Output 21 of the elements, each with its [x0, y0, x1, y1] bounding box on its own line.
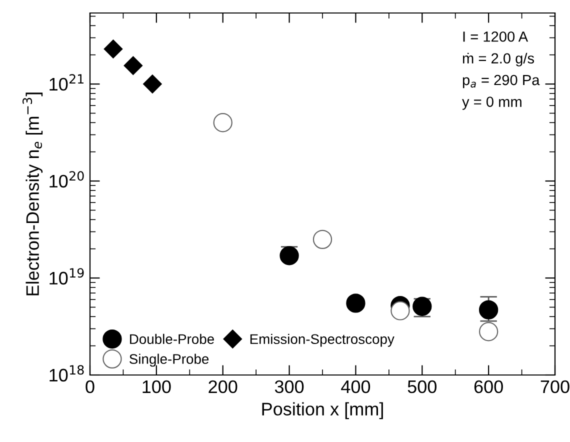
x-tick-label: 700 [540, 380, 570, 394]
y-tick-label: 10$^{20}$ [50, 171, 84, 188]
x-tick-label: 300 [274, 380, 304, 394]
y-tick-label: 10$^{21}$ [50, 74, 84, 91]
annotation: p$_{a}$ = 290 Pa [462, 74, 540, 88]
x-tick-label: 400 [341, 380, 370, 394]
x-tick-label: 0 [86, 380, 94, 394]
x-tick-label: 600 [474, 380, 503, 394]
legend-label: Emission-Spectroscopy [250, 334, 394, 347]
legend-label: Single-Probe [130, 354, 209, 367]
x-tick-label: 500 [408, 380, 436, 394]
annotation: y = 0 mm [462, 96, 522, 110]
annotation: ṁ = 2.0 g/s [462, 52, 534, 66]
y-tick-label: 10$^{18}$ [50, 365, 84, 382]
y-axis-title: Electron-Density n$_{e}$ [m$^{−3}$] [22, 92, 43, 296]
x-tick-label: 200 [208, 380, 238, 394]
x-tick-label: 100 [142, 380, 171, 394]
x-axis-title: Position x [mm] [262, 402, 383, 420]
legend-label: Double-Probe [130, 334, 214, 344]
y-tick-label: 10$^{19}$ [50, 268, 84, 285]
annotation: I = 1200 A [463, 31, 528, 42]
